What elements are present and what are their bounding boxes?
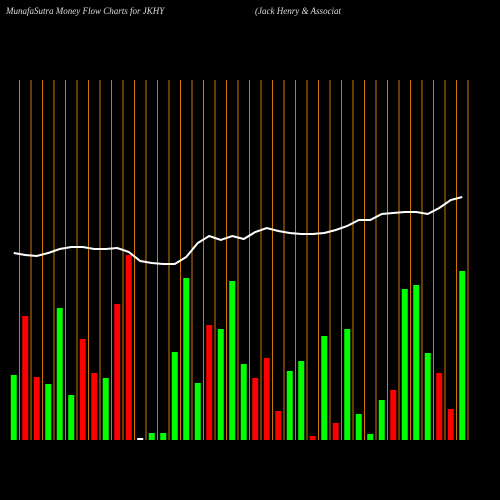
bar xyxy=(424,353,431,440)
bar xyxy=(160,433,167,440)
bar xyxy=(217,329,224,440)
bar xyxy=(298,361,305,440)
bar xyxy=(436,373,443,440)
bar xyxy=(263,358,270,440)
bar xyxy=(79,339,86,440)
bar xyxy=(378,400,385,440)
bar xyxy=(91,373,98,440)
bar xyxy=(68,395,75,440)
bar xyxy=(332,423,339,440)
bar xyxy=(344,329,351,440)
bar xyxy=(355,414,362,440)
bar xyxy=(401,289,408,440)
bar xyxy=(309,436,316,440)
bar xyxy=(137,438,144,440)
bar xyxy=(367,434,374,440)
money-flow-line xyxy=(13,196,463,265)
bar xyxy=(390,390,397,440)
bar xyxy=(229,281,236,440)
bar xyxy=(56,308,63,440)
bar xyxy=(206,325,213,440)
bar xyxy=(447,409,454,440)
bar xyxy=(459,271,466,440)
bar xyxy=(252,378,259,440)
bar xyxy=(286,371,293,440)
bar xyxy=(10,375,17,440)
bar xyxy=(194,383,201,440)
bar xyxy=(275,411,282,440)
chart-title: MunafaSutra Money Flow Charts for JKHY xyxy=(5,6,165,16)
chart-subtitle: (Jack Henry & Associat xyxy=(255,6,342,16)
bar xyxy=(102,378,109,440)
bar xyxy=(183,278,190,440)
bar xyxy=(413,285,420,440)
bar xyxy=(171,352,178,440)
bar xyxy=(125,255,132,440)
bar xyxy=(240,364,247,440)
bar xyxy=(45,384,52,440)
bar xyxy=(33,377,40,440)
bar xyxy=(22,316,29,440)
bar xyxy=(114,304,121,440)
bar xyxy=(148,433,155,440)
bar xyxy=(321,336,328,440)
